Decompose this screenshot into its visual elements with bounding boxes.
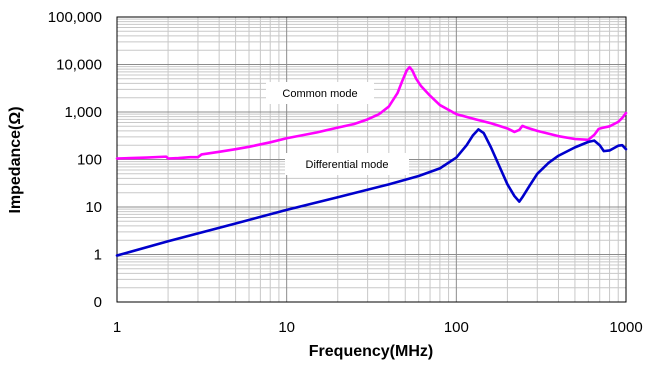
series-line-1 xyxy=(115,65,628,160)
annotation-background xyxy=(285,153,409,175)
annotation-background xyxy=(266,82,374,104)
annotation-1: Common mode xyxy=(266,82,374,104)
x-tick-labels: 1 10 100 1000 xyxy=(113,319,643,336)
x-tick-label: 1000 xyxy=(609,319,642,336)
x-tick-label: 100 xyxy=(444,319,469,336)
annotation-label: Differential mode xyxy=(306,159,389,171)
x-tick-label: 1 xyxy=(113,319,121,336)
y-tick-label: 1 xyxy=(94,247,102,264)
y-tick-label: 0 xyxy=(94,294,102,311)
series-line-2 xyxy=(115,128,628,257)
annotations: Common mode Differential mode xyxy=(266,82,409,175)
x-tick-label: 10 xyxy=(278,319,295,336)
y-tick-label: 100 xyxy=(77,152,102,169)
annotation-2: Differential mode xyxy=(285,153,409,175)
y-tick-label: 100,000 xyxy=(48,9,102,26)
annotation-label: Common mode xyxy=(282,88,357,100)
y-tick-labels: 0 1 10 100 1,000 10,000 100,000 xyxy=(48,9,102,311)
y-axis-title: Impedance(Ω) xyxy=(7,106,24,213)
y-tick-label: 10,000 xyxy=(56,57,102,74)
y-tick-label: 10 xyxy=(85,199,102,216)
y-tick-label: 1,000 xyxy=(64,104,102,121)
x-axis-title: Frequency(MHz) xyxy=(309,343,433,360)
series-layer xyxy=(115,65,628,257)
